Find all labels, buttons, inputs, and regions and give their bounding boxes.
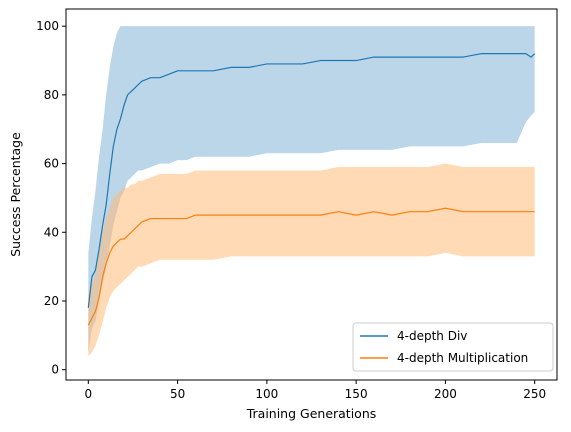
series-line-0 bbox=[87, 53, 536, 308]
x-axis-title: Training Generations bbox=[246, 406, 377, 421]
x-tick-label: 50 bbox=[170, 387, 185, 401]
y-tick-label: 60 bbox=[44, 157, 59, 171]
legend-box bbox=[352, 322, 554, 372]
y-axis-title: Success Percentage bbox=[8, 132, 23, 257]
legend-label-div: 4-depth Div bbox=[397, 329, 467, 343]
legend-label-multiplication: 4-depth Multiplication bbox=[397, 351, 528, 365]
band-0 bbox=[88, 26, 535, 353]
y-tick-label: 80 bbox=[44, 88, 59, 102]
plot-frame bbox=[65, 8, 558, 381]
y-tick-label: 40 bbox=[44, 225, 59, 239]
y-tick-label: 100 bbox=[36, 19, 59, 33]
series-line-1 bbox=[87, 207, 535, 326]
y-axis-ticks: 0 20 40 60 80 100 bbox=[36, 19, 66, 377]
x-tick-label: 250 bbox=[523, 387, 546, 401]
series-lines bbox=[87, 53, 536, 326]
x-tick-label: 0 bbox=[84, 387, 92, 401]
legend: 4-depth Div 4-depth Multiplication bbox=[352, 322, 554, 372]
x-tick-label: 150 bbox=[345, 387, 368, 401]
y-tick-label: 20 bbox=[44, 294, 59, 308]
y-tick-label: 0 bbox=[51, 363, 59, 377]
x-tick-label: 200 bbox=[434, 387, 457, 401]
x-tick-label: 100 bbox=[255, 387, 278, 401]
x-axis-ticks: 0 50 100 150 200 250 bbox=[84, 380, 546, 401]
